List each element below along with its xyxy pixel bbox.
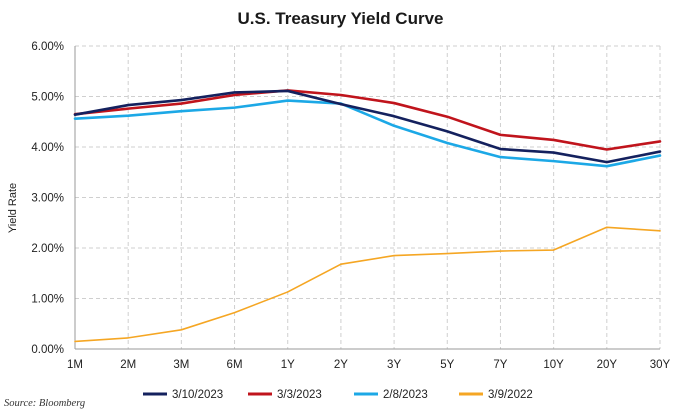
- x-tick-label: 6M: [227, 359, 243, 371]
- source-note: Source: Bloomberg: [4, 398, 86, 409]
- y-tick-label: 0.00%: [31, 344, 64, 356]
- x-tick-label: 1Y: [281, 359, 295, 371]
- legend: 3/10/2023 3/3/2023 2/8/2023 3/9/2022: [143, 389, 533, 401]
- series-line: [73, 99, 662, 168]
- x-tick-labels: 1M 2M 3M 6M 1Y 2Y 3Y 5Y 7Y 10Y 20Y 30Y: [67, 359, 671, 371]
- y-tick-label: 1.00%: [31, 294, 64, 306]
- series-line: [74, 226, 661, 343]
- legend-label: 3/9/2022: [488, 389, 533, 401]
- y-tick-label: 3.00%: [31, 193, 64, 205]
- x-tick-label: 3Y: [387, 359, 401, 371]
- y-tick-label: 5.00%: [31, 92, 64, 104]
- series-line: [73, 89, 662, 164]
- x-tick-label: 10Y: [543, 359, 564, 371]
- x-tick-label: 7Y: [493, 359, 507, 371]
- y-tick-label: 6.00%: [31, 41, 64, 53]
- legend-label: 3/3/2023: [277, 389, 322, 401]
- gridlines: [74, 45, 661, 350]
- legend-label: 3/10/2023: [172, 389, 223, 401]
- x-tick-label: 2M: [120, 359, 136, 371]
- chart-title: U.S. Treasury Yield Curve: [237, 9, 444, 28]
- x-tick-label: 5Y: [440, 359, 454, 371]
- x-tick-label: 3M: [173, 359, 189, 371]
- x-tick-label: 2Y: [334, 359, 348, 371]
- series-lines: [73, 89, 662, 343]
- legend-label: 2/8/2023: [383, 389, 428, 401]
- x-tick-label: 20Y: [597, 359, 618, 371]
- y-tick-labels: 0.00% 1.00% 2.00% 3.00% 4.00% 5.00% 6.00%: [31, 41, 64, 356]
- series-line: [73, 89, 662, 151]
- x-tick-label: 1M: [67, 359, 83, 371]
- y-tick-label: 2.00%: [31, 243, 64, 255]
- x-tick-label: 30Y: [650, 359, 671, 371]
- y-tick-label: 4.00%: [31, 142, 64, 154]
